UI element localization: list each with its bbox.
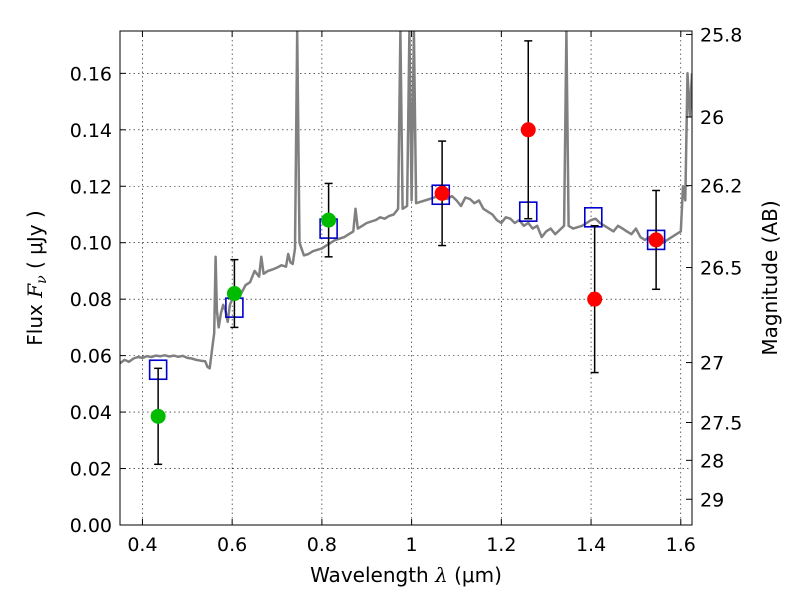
y2-tick-label: 27: [700, 353, 724, 375]
x-axis-label-suffix: (μm): [448, 563, 502, 587]
data-area: [120, 31, 692, 370]
x-axis-label-symbol: λ: [434, 563, 448, 587]
y-axis-label-symbol: F: [23, 283, 47, 299]
data-point-marker: [587, 291, 603, 307]
y-tick-label: 0.04: [70, 402, 112, 424]
y2-tick-label: 26.5: [700, 258, 742, 280]
y-tick-label: 0.16: [70, 63, 112, 85]
y2-tick-label: 26: [700, 107, 724, 129]
model-square-marker: [584, 207, 603, 228]
axes: 0.4 0.6 0.8 1 1.2 1.4 1.6 0.00 0.02 0.04 0.06 0.08 0…: [70, 24, 743, 556]
data-point-marker: [520, 122, 536, 138]
y-tick-label: 0.14: [70, 120, 112, 142]
data-point-marker: [321, 212, 337, 228]
y2-tick-label: 28: [700, 450, 724, 472]
x-tick-label: 0.4: [127, 534, 157, 556]
x-axis-label: Wavelength λ (μm): [310, 563, 502, 587]
x-tick-label: 1: [406, 534, 418, 556]
y-tick-label: 0.06: [70, 346, 112, 368]
spectrum-line: [120, 31, 692, 370]
x-axis-label-prefix: Wavelength: [310, 563, 435, 587]
x-tick-label: 1.2: [486, 534, 516, 556]
y-axis-label-suffix: ( μJy ): [23, 210, 47, 275]
y2-tick-label: 29: [700, 489, 724, 511]
y2-tick-label: 25.8: [700, 24, 742, 46]
y-tick-label: 0.02: [70, 459, 112, 481]
y-tick-label: 0.10: [70, 233, 112, 255]
y2-tick-label: 27.5: [700, 413, 742, 435]
y-axis-label-prefix: Flux: [23, 298, 47, 346]
x-tick-label: 0.8: [307, 534, 337, 556]
x-tick-label: 0.6: [217, 534, 247, 556]
plot-frame: [119, 30, 693, 526]
y-axis-label: Flux Fν ( μJy ): [23, 210, 50, 345]
data-point-marker: [648, 232, 664, 248]
y2-axis-label: Magnitude (AB): [758, 200, 782, 355]
y-tick-label: 0.00: [70, 515, 112, 537]
y-axis-label-subscript: ν: [34, 275, 50, 284]
data-point-marker: [150, 408, 166, 424]
y-tick-label: 0.08: [70, 289, 112, 311]
data-point-marker: [434, 185, 450, 201]
grid: [120, 31, 692, 526]
y-tick-label: 0.12: [70, 176, 112, 198]
data-point-marker: [226, 286, 242, 302]
y2-tick-label: 26.2: [700, 176, 742, 198]
x-tick-label: 1.4: [576, 534, 606, 556]
x-tick-label: 1.6: [666, 534, 696, 556]
markers: [148, 40, 666, 466]
